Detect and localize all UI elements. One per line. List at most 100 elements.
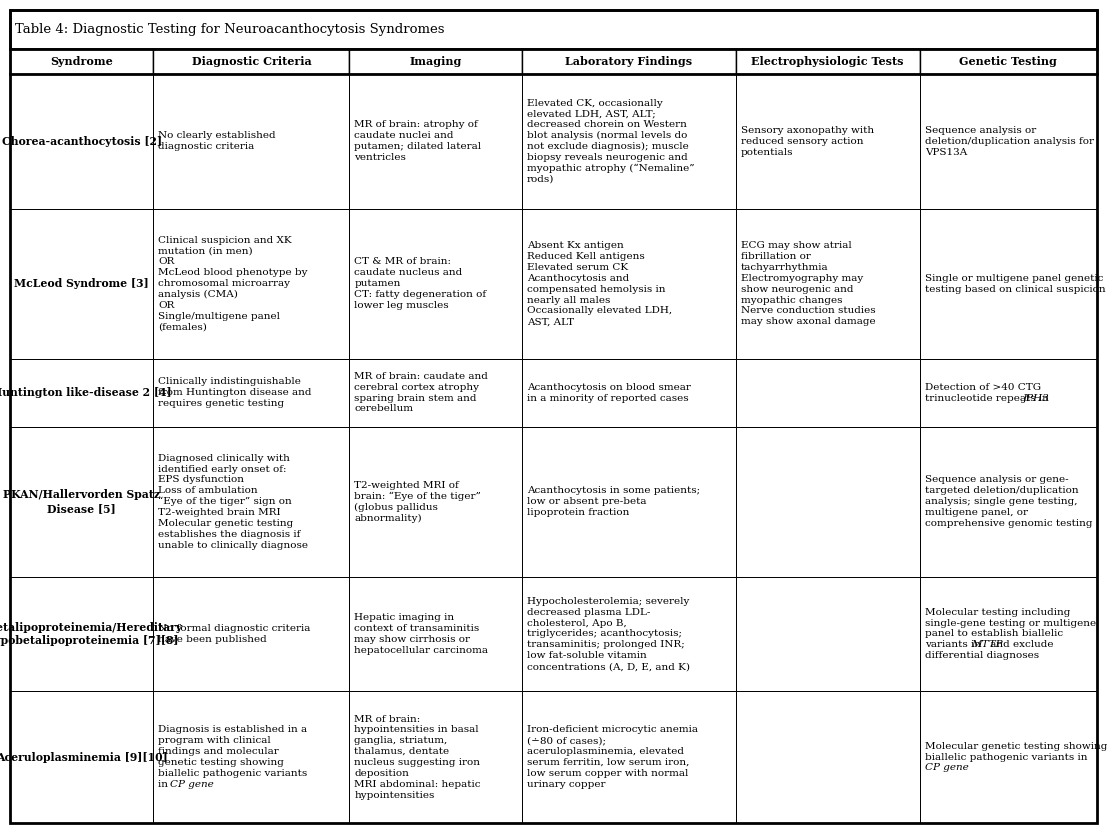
Bar (920, 74, 1097, 209)
Bar (521, 209, 736, 359)
Text: Acanthocytosis in some patients;: Acanthocytosis in some patients; (527, 486, 700, 496)
Bar (350, 426, 521, 576)
Text: Sensory axonopathy with: Sensory axonopathy with (741, 126, 873, 135)
Bar (350, 209, 521, 359)
Bar (736, 576, 920, 691)
Bar (521, 48, 736, 74)
Text: Acanthocytosis on blood smear: Acanthocytosis on blood smear (527, 382, 691, 392)
Text: deposition: deposition (354, 769, 410, 778)
Text: multigene panel, or: multigene panel, or (924, 508, 1027, 517)
Text: compensated hemolysis in: compensated hemolysis in (527, 285, 665, 294)
Bar (10, 48, 154, 74)
Text: single-gene testing or multigene: single-gene testing or multigene (924, 619, 1096, 627)
Text: Chorea-acanthocytosis [2]: Chorea-acanthocytosis [2] (1, 136, 162, 147)
Bar (736, 359, 920, 426)
Bar (154, 359, 350, 426)
Text: Clinical suspicion and XK: Clinical suspicion and XK (158, 236, 292, 245)
Bar (10, 359, 154, 426)
Text: Acanthocytosis and: Acanthocytosis and (527, 274, 629, 282)
Text: OR: OR (158, 257, 175, 267)
Text: Electrophysiologic Tests: Electrophysiologic Tests (752, 56, 904, 67)
Text: hypointensities in basal: hypointensities in basal (354, 726, 479, 735)
Text: MRI abdominal: hepatic: MRI abdominal: hepatic (354, 780, 480, 789)
Text: Huntington like-disease 2 [4]: Huntington like-disease 2 [4] (0, 387, 172, 398)
Text: may show axonal damage: may show axonal damage (741, 317, 876, 327)
Bar (736, 691, 920, 823)
Text: variants in: variants in (924, 641, 984, 649)
Text: mutation (in men): mutation (in men) (158, 247, 254, 256)
Text: low fat-soluble vitamin: low fat-soluble vitamin (527, 651, 646, 661)
Text: Diagnosed clinically with: Diagnosed clinically with (158, 454, 290, 462)
Text: Nerve conduction studies: Nerve conduction studies (741, 307, 876, 316)
Bar (10, 426, 154, 576)
Text: Syndrome: Syndrome (50, 56, 113, 67)
Text: Aceruloplasminemia [9][10]: Aceruloplasminemia [9][10] (0, 751, 167, 762)
Text: T2-weighted MRI of: T2-weighted MRI of (354, 481, 459, 490)
Text: Absent Kx antigen: Absent Kx antigen (527, 241, 623, 250)
Text: brain: “Eye of the tiger”: brain: “Eye of the tiger” (354, 491, 482, 501)
Bar (154, 48, 350, 74)
Text: MR of brain: atrophy of: MR of brain: atrophy of (354, 121, 478, 129)
Bar (350, 74, 521, 209)
Text: Molecular genetic testing showing: Molecular genetic testing showing (924, 741, 1107, 751)
Text: diagnostic criteria: diagnostic criteria (158, 142, 255, 152)
Text: T2-weighted brain MRI: T2-weighted brain MRI (158, 508, 281, 517)
Text: McLeod Syndrome [3]: McLeod Syndrome [3] (14, 278, 149, 289)
Bar (350, 359, 521, 426)
Bar (521, 576, 736, 691)
Text: CT & MR of brain:: CT & MR of brain: (354, 257, 452, 267)
Text: Hepatic imaging in: Hepatic imaging in (354, 613, 455, 622)
Bar (736, 209, 920, 359)
Bar (521, 359, 736, 426)
Text: putamen; dilated lateral: putamen; dilated lateral (354, 142, 482, 152)
Bar (521, 426, 736, 576)
Text: Diagnostic Criteria: Diagnostic Criteria (192, 56, 311, 67)
Bar (10, 576, 154, 691)
Text: low serum copper with normal: low serum copper with normal (527, 769, 689, 778)
Text: (globus pallidus: (globus pallidus (354, 502, 438, 511)
Text: program with clinical: program with clinical (158, 736, 271, 746)
Text: cerebellum: cerebellum (354, 405, 413, 413)
Text: CP gene: CP gene (170, 780, 214, 789)
Text: JPH3: JPH3 (1023, 394, 1049, 402)
Text: Sequence analysis or gene-: Sequence analysis or gene- (924, 476, 1068, 485)
Text: comprehensive genomic testing: comprehensive genomic testing (924, 519, 1093, 528)
Text: No formal diagnostic criteria: No formal diagnostic criteria (158, 624, 311, 633)
Text: genetic testing showing: genetic testing showing (158, 758, 284, 767)
Text: lower leg muscles: lower leg muscles (354, 301, 449, 310)
Text: ventricles: ventricles (354, 153, 406, 162)
Text: potentials: potentials (741, 147, 793, 157)
Text: from Huntington disease and: from Huntington disease and (158, 388, 312, 397)
Text: Genetic Testing: Genetic Testing (960, 56, 1057, 67)
Text: identified early onset of:: identified early onset of: (158, 465, 287, 473)
Bar (736, 74, 920, 209)
Bar (736, 426, 920, 576)
Text: putamen: putamen (354, 279, 401, 288)
Text: reduced sensory action: reduced sensory action (741, 137, 863, 146)
Text: Hypocholesterolemia; severely: Hypocholesterolemia; severely (527, 596, 689, 606)
Text: Abetalipoproteinemia/Hereditary
Hypobetalipoproteinemia [7][8]: Abetalipoproteinemia/Hereditary Hypobeta… (0, 621, 183, 646)
Text: context of transaminitis: context of transaminitis (354, 624, 479, 633)
Text: urinary copper: urinary copper (527, 780, 606, 789)
Bar (920, 576, 1097, 691)
Bar (154, 74, 350, 209)
Text: Occasionally elevated LDH,: Occasionally elevated LDH, (527, 307, 672, 316)
Text: Diagnosis is established in a: Diagnosis is established in a (158, 726, 308, 735)
Text: ganglia, striatum,: ganglia, striatum, (354, 736, 447, 746)
Text: thalamus, dentate: thalamus, dentate (354, 747, 449, 756)
Text: have been published: have been published (158, 635, 267, 644)
Text: testing based on clinical suspicion: testing based on clinical suspicion (924, 285, 1106, 294)
Text: in a minority of reported cases: in a minority of reported cases (527, 394, 689, 402)
Text: VPS13A: VPS13A (924, 147, 968, 157)
Text: rods): rods) (527, 175, 554, 184)
Text: Single/multigene panel: Single/multigene panel (158, 312, 280, 321)
Bar (10, 10, 1097, 48)
Text: nucleus suggesting iron: nucleus suggesting iron (354, 758, 480, 767)
Text: show neurogenic and: show neurogenic and (741, 285, 853, 294)
Text: myopathic changes: myopathic changes (741, 296, 842, 305)
Text: Sequence analysis or: Sequence analysis or (924, 126, 1036, 135)
Text: hypointensities: hypointensities (354, 791, 435, 800)
Text: decreased chorein on Western: decreased chorein on Western (527, 121, 686, 129)
Text: Single or multigene panel genetic: Single or multigene panel genetic (924, 274, 1104, 282)
Text: No clearly established: No clearly established (158, 132, 276, 140)
